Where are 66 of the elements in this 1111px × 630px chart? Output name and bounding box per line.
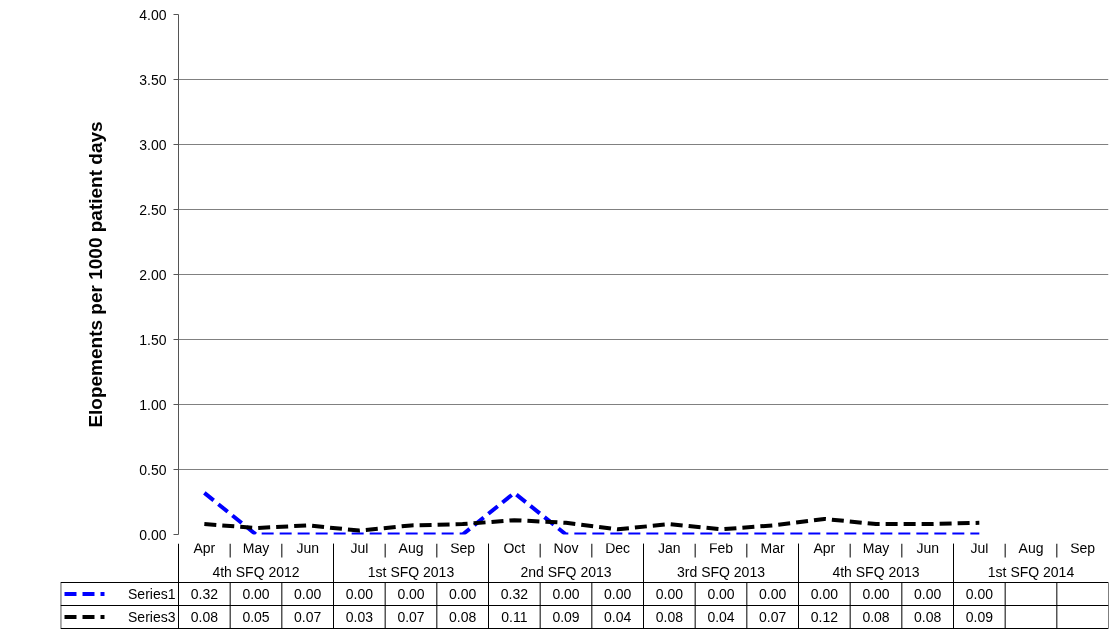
legend-label: Series3 [128,609,176,625]
x-tick-label: Dec [605,539,631,556]
y-tick-label: 1.50 [139,331,167,348]
x-tick-label: Jun [916,539,939,556]
y-tick-label: 0.00 [139,526,167,543]
x-tick-label: Sep [450,539,476,556]
x-tick-label: Jan [658,539,681,556]
data-label: 0.09 [552,609,580,625]
data-label: 0.00 [604,586,632,602]
text: 3rd SFQ 2013 [677,563,766,580]
data-label: 0.12 [810,609,839,625]
data-label: 0.00 [862,586,890,602]
x-tick-label: May [242,539,270,556]
data-label: 0.00 [707,586,735,602]
data-label: 0.00 [242,586,270,602]
x-tick-label: Apr [193,539,216,556]
data-label: 0.08 [914,609,942,625]
legend-label: Series1 [128,586,176,602]
data-label: 0.08 [862,609,890,625]
data-label: 0.07 [397,609,425,625]
text: 2nd SFQ 2013 [520,563,612,580]
text: 4th SFQ 2013 [832,563,920,580]
y-tick-label: 2.00 [139,266,167,283]
data-label: 0.00 [294,586,322,602]
x-tick-label: Jun [296,539,319,556]
text: 1st SFQ 2014 [987,563,1075,580]
y-tick-label: 1.00 [139,396,167,413]
y-tick-label: 2.50 [139,201,167,218]
data-label: 0.32 [500,586,529,602]
data-label: 0.07 [759,609,787,625]
line-series [202,516,982,533]
data-label: 0.00 [449,586,477,602]
text: 1st SFQ 2013 [367,563,455,580]
x-tick-label: Apr [813,539,836,556]
y-axis-title: Elopements per 1000 patient days [85,121,107,428]
data-label: 0.05 [242,609,270,625]
data-label: 0.08 [449,609,477,625]
data-label: 0.04 [707,609,735,625]
data-label: 0.08 [655,609,684,625]
data-label: 0.00 [397,586,425,602]
x-tick-label: Aug [1018,539,1044,556]
data-label: 0.00 [810,586,839,602]
y-tick-label: 0.50 [139,461,167,478]
data-label: 0.32 [190,586,219,602]
data-label: 0.00 [914,586,942,602]
data-label: 0.07 [294,609,322,625]
x-tick-label: May [862,539,890,556]
y-tick-label: 4.00 [139,6,167,23]
data-label: 0.04 [604,609,632,625]
data-label: 0.00 [655,586,684,602]
data-label: 0.00 [965,586,994,602]
text: 4th SFQ 2012 [212,563,300,580]
data-label: 0.09 [965,609,994,625]
data-label: 0.00 [759,586,787,602]
data-label: 0.11 [501,609,528,625]
y-tick-label: 3.00 [139,136,167,153]
x-tick-label: Oct [503,539,526,556]
x-tick-label: Nov [553,539,579,556]
data-label: 0.03 [345,609,374,625]
x-tick-label: Sep [1070,539,1096,556]
x-tick-label: Aug [398,539,424,556]
data-label: 0.00 [345,586,374,602]
y-tick-label: 3.50 [139,71,167,88]
data-label: 0.08 [190,609,219,625]
x-tick-label: Mar [760,539,786,556]
data-label: 0.00 [552,586,580,602]
